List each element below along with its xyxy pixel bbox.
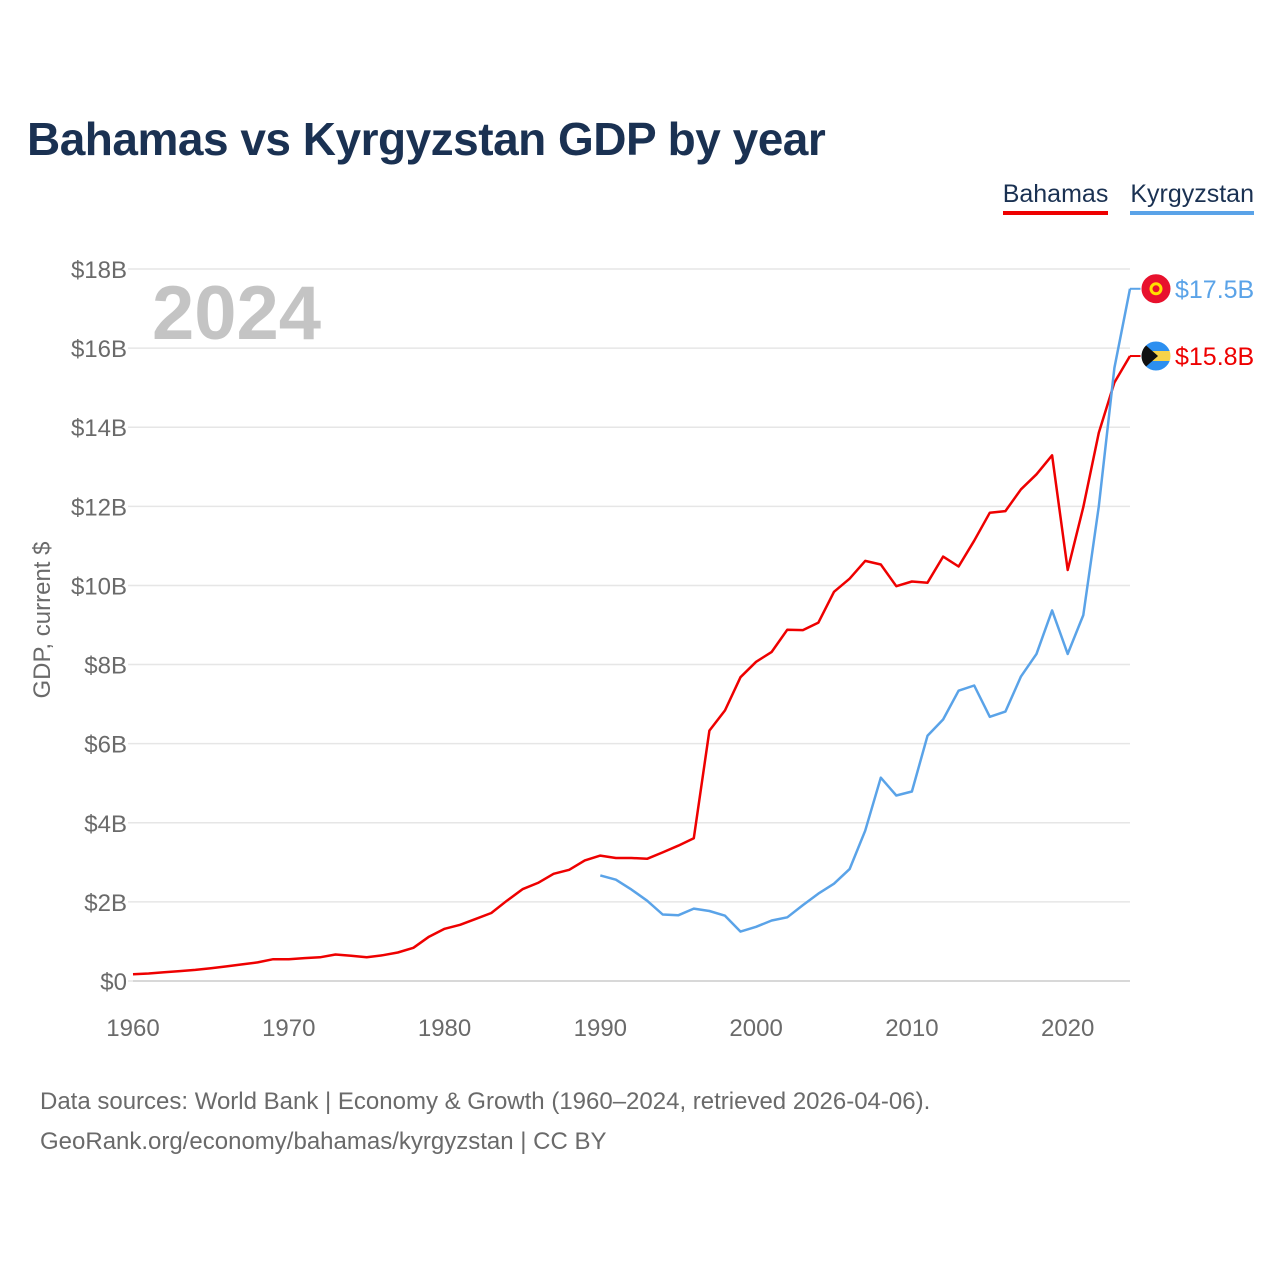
x-tick-label: 1960: [106, 1015, 159, 1042]
y-tick-label: $8B: [84, 653, 127, 680]
x-tick-label: 2000: [729, 1015, 782, 1042]
series-line-kyrgyzstan: [599, 288, 1132, 933]
year-label: 2024: [152, 271, 321, 356]
legend: Bahamas Kyrgyzstan: [1002, 180, 1254, 215]
end-value-label-kyrgyzstan: $17.5B: [1175, 276, 1254, 304]
series-line-bahamas: [132, 355, 1132, 976]
x-tick-label: 1970: [262, 1015, 315, 1042]
y-tick-label: $6B: [84, 732, 127, 759]
kyrgyzstan-flag-icon: [1141, 273, 1171, 304]
y-tick-label: $16B: [71, 336, 127, 363]
y-tick-label: $4B: [84, 811, 127, 838]
footer: Data sources: World Bank | Economy & Gro…: [40, 1082, 930, 1162]
chart-title: Bahamas vs Kyrgyzstan GDP by year: [27, 113, 826, 165]
flag-outline: [1140, 273, 1172, 305]
y-tick-label: $0: [100, 969, 127, 996]
flag-outline: [1140, 340, 1172, 372]
x-tick-label: 2020: [1041, 1015, 1094, 1042]
x-tick-label: 1980: [418, 1015, 471, 1042]
bahamas-flag-icon: [1141, 341, 1171, 371]
y-tick-label: $12B: [71, 494, 127, 521]
flag-triangle: [1141, 341, 1158, 371]
y-tick-label: $14B: [71, 415, 127, 442]
flag-body: [1141, 341, 1171, 371]
flag-sun-ring: [1152, 285, 1160, 293]
y-axis-label: GDP, current $: [29, 542, 56, 699]
end-value-label-bahamas: $15.8B: [1175, 343, 1254, 371]
y-tick-label: $18B: [71, 257, 127, 284]
legend-item-bahamas[interactable]: Bahamas: [1002, 180, 1109, 215]
y-tick-label: $2B: [84, 890, 127, 917]
source-note: Data sources: World Bank | Economy & Gro…: [40, 1088, 931, 1115]
x-tick-label: 1990: [574, 1015, 627, 1042]
x-tick-label: 2010: [885, 1015, 938, 1042]
y-tick-label: $10B: [71, 573, 127, 600]
source-link[interactable]: GeoRank.org/economy/bahamas/kyrgyzstan |…: [40, 1128, 607, 1155]
legend-item-kyrgyzstan[interactable]: Kyrgyzstan: [1130, 180, 1254, 215]
